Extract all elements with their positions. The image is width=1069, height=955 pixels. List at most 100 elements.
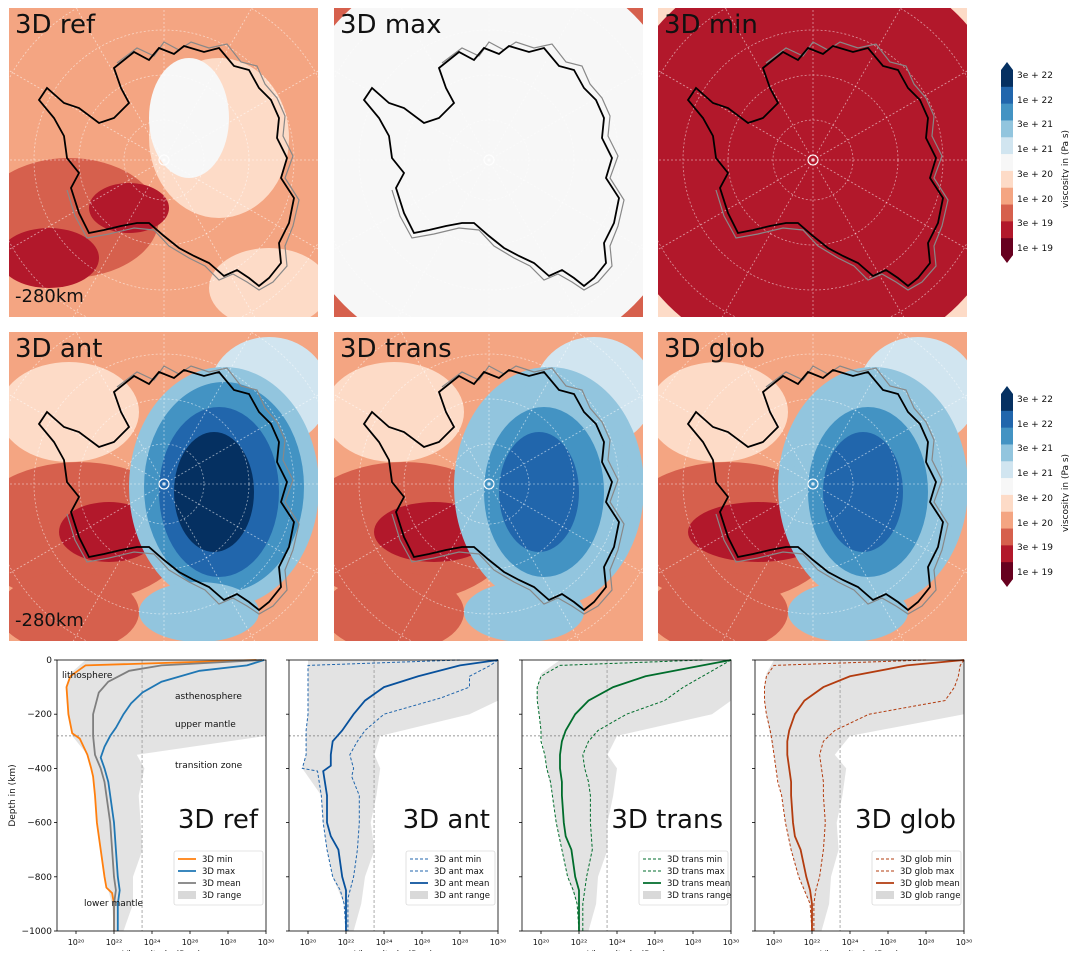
legend-entry: 3D trans min	[667, 855, 722, 865]
x-tick-label: 10²²	[571, 938, 588, 947]
layer-annotation: upper mantle	[175, 720, 236, 730]
panel-title: 3D ref	[178, 805, 259, 835]
y-tick-label: −200	[27, 710, 52, 720]
layer-annotation: lithosphere	[62, 671, 113, 681]
map-3d-ant: 3D ant -280km	[9, 332, 318, 641]
series-line	[813, 659, 965, 931]
map-3d-ref-upper: 3D ref -280km	[9, 8, 318, 317]
x-tick-label: 10²⁰	[533, 938, 550, 947]
map-canvas	[658, 332, 967, 641]
profile-panel-3: 10²⁰10²²10²⁴10²⁶10²⁸10³⁰Viscosity in (Pa…	[752, 659, 973, 955]
series-line	[786, 659, 965, 931]
x-tick-label: 10²⁰	[68, 938, 85, 947]
series-line	[99, 659, 265, 931]
layer-annotation: lower mantle	[84, 899, 143, 909]
layer-annotation: transition zone	[175, 761, 243, 771]
colorbar-title: viscosity in (Pa s)	[1061, 453, 1069, 532]
colorbar-tick-label: 3e + 19	[1017, 543, 1053, 554]
colorbar-tick-label: 3e + 22	[1017, 395, 1053, 405]
x-tick-label: 10²⁸	[918, 938, 935, 947]
plot-frame	[288, 659, 499, 932]
legend-box	[173, 850, 264, 906]
legend-entry: 3D trans range	[667, 891, 731, 901]
map-title: 3D glob	[664, 334, 765, 364]
legend-entry: 3D ant max	[434, 867, 484, 877]
range-band	[764, 660, 964, 931]
colorbar-tick-label: 1e + 19	[1017, 244, 1053, 254]
x-tick-label: 10²²	[338, 938, 355, 947]
legend-box	[638, 850, 729, 906]
y-axis-label: Depth in (km)	[8, 764, 18, 826]
colorbar-gradient	[1001, 386, 1013, 587]
series-line	[347, 659, 499, 931]
y-tick-label: −600	[27, 819, 52, 829]
x-tick-label: 10²⁶	[414, 938, 431, 947]
series-line	[559, 659, 732, 931]
depth-label: -280km	[15, 286, 84, 307]
plot-frame	[754, 659, 965, 932]
colorbar-tick-label: 3e + 20	[1017, 493, 1053, 504]
y-tick-label: −800	[27, 873, 52, 883]
series-line	[536, 659, 703, 932]
map-canvas	[334, 8, 643, 317]
map-canvas	[9, 8, 318, 317]
x-tick-label: 10²⁴	[842, 938, 859, 947]
colorbar-tick-label: 3e + 21	[1017, 120, 1053, 131]
profile-panel-1: 10²⁰10²²10²⁴10²⁶10²⁸10³⁰Viscosity in (Pa…	[286, 659, 507, 955]
colorbar-tick-label: 1e + 20	[1017, 194, 1053, 205]
x-tick-label: 10²²	[106, 938, 123, 947]
panel-title: 3D trans	[611, 805, 723, 835]
legend-entry: 3D glob range	[900, 891, 960, 901]
x-tick-label: 10²⁸	[452, 938, 469, 947]
x-tick-label: 10²⁰	[766, 938, 783, 947]
y-tick-label: −400	[27, 764, 52, 774]
legend-entry: 3D mean	[202, 879, 241, 889]
profiles-panel: 0 −200 −400 −600 −800 −1000 10²⁰ 10²² 10²⁴ 10²⁶ 10…	[0, 652, 1069, 955]
legend-entry: 3D range	[202, 891, 241, 901]
range-band	[537, 660, 731, 931]
x-tick-label: 10²⁴	[609, 938, 626, 947]
x-tick-label: 10³⁰	[258, 938, 275, 947]
series-line	[582, 659, 732, 931]
colorbar-tick-label: 1e + 21	[1017, 469, 1053, 480]
x-tick-label: 10²⁶	[880, 938, 897, 947]
x-tick-label: 10²⁶	[647, 938, 664, 947]
legend-box	[405, 850, 496, 906]
legend-entry: 3D min	[202, 855, 233, 865]
x-tick-label: 10²⁴	[144, 938, 161, 947]
x-tick-label: 10²⁶	[182, 938, 199, 947]
map-3d-max: 3D max	[334, 8, 643, 317]
legend-entry: 3D glob mean	[900, 879, 960, 889]
y-tick-label: 0	[46, 656, 52, 666]
legend-entry: 3D glob max	[900, 867, 954, 877]
x-tick-label: 10²⁸	[220, 938, 237, 947]
x-tick-label: 10²⁸	[685, 938, 702, 947]
colorbar-tick-label: 3e + 19	[1017, 219, 1053, 230]
colorbar-title: viscosity in (Pa s)	[1061, 129, 1069, 208]
x-tick-label: 10²⁴	[376, 938, 393, 947]
range-band	[302, 660, 498, 931]
legend-entry: 3D trans mean	[667, 879, 730, 889]
panel-title: 3D ant	[403, 805, 490, 835]
legend-entry: 3D max	[202, 867, 235, 877]
legend-entry: 3D ant mean	[434, 879, 489, 889]
map-3d-glob: 3D glob	[658, 332, 967, 641]
colorbar-tick-label: 1e + 19	[1017, 568, 1053, 578]
map-canvas	[334, 332, 643, 641]
panel-title: 3D glob	[855, 805, 956, 835]
profile-panel-2: 10²⁰10²²10²⁴10²⁶10²⁸10³⁰Viscosity in (Pa…	[519, 659, 740, 955]
colorbar-tick-label: 1e + 22	[1017, 419, 1053, 430]
series-line	[301, 659, 461, 932]
series-line	[65, 659, 257, 931]
x-tick-label: 10³⁰	[490, 938, 507, 947]
colorbar-tick-label: 1e + 21	[1017, 145, 1053, 156]
x-tick-label: 10²²	[804, 938, 821, 947]
map-3d-min: 3D min	[658, 8, 967, 317]
layer-annotation: asthenosphere	[175, 692, 242, 702]
plot-frame	[56, 659, 267, 932]
x-tick-label: 10³⁰	[723, 938, 740, 947]
legend-entry: 3D trans max	[667, 867, 725, 877]
x-tick-label: 10³⁰	[956, 938, 973, 947]
colorbar-top: 3e + 22 1e + 22 3e + 21 1e + 21 3e + 20 1e + …	[1001, 62, 1069, 263]
plot-frame	[521, 659, 732, 932]
